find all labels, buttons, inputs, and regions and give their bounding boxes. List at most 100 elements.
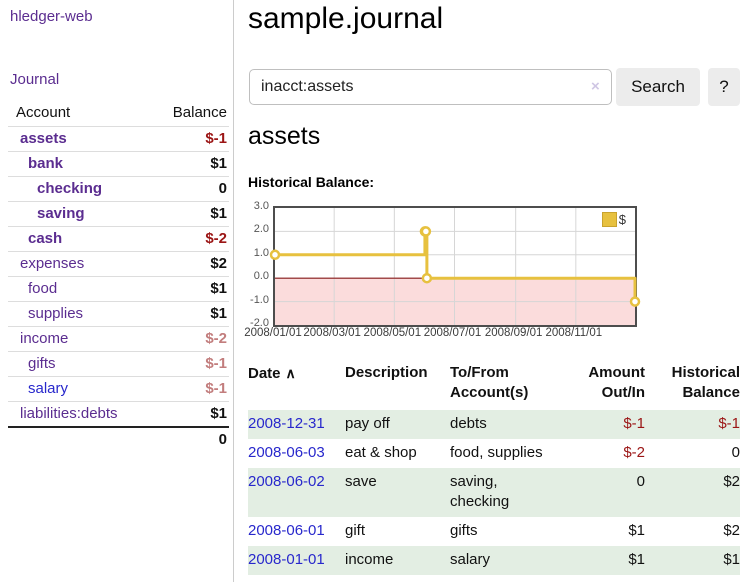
chart-title: Historical Balance: xyxy=(248,174,375,190)
column-header-balance: Historical Balance xyxy=(671,364,740,401)
account-link-salary[interactable]: salary xyxy=(28,380,69,397)
account-link-assets[interactable]: assets xyxy=(20,130,67,147)
account-row: bank $1 xyxy=(8,151,229,177)
transaction-description: gift xyxy=(345,522,366,539)
transaction-date-link[interactable]: 2008-01-01 xyxy=(248,551,325,568)
clear-search-icon[interactable]: × xyxy=(591,78,600,95)
x-axis-tick-label: 2008/05/01 xyxy=(363,327,422,339)
x-axis-tick-label: 2008/09/01 xyxy=(484,327,543,339)
account-link-gifts[interactable]: gifts xyxy=(28,355,56,372)
legend-swatch-icon xyxy=(601,212,617,227)
y-axis-tick-label: 2.0 xyxy=(253,223,269,236)
x-axis-tick-label: 2008/03/01 xyxy=(303,327,361,339)
account-balance: $1 xyxy=(147,276,229,302)
transactions-header-row: Date ∧ Description To/From Account(s) Amo… xyxy=(248,362,740,410)
search-button[interactable]: Search xyxy=(616,68,700,106)
account-balance: 0 xyxy=(147,176,229,202)
y-axis-tick-label: -2.0 xyxy=(250,317,269,329)
transaction-accounts: salary xyxy=(450,546,585,575)
data-point-marker[interactable] xyxy=(420,226,432,237)
chart-canvas xyxy=(269,208,641,325)
account-row: income $-2 xyxy=(8,326,229,352)
date-header-label: Date xyxy=(248,365,281,382)
sort-asc-icon: ∧ xyxy=(285,365,296,381)
account-heading: assets xyxy=(248,122,321,150)
column-header-accounts: To/From Account(s) xyxy=(450,364,529,401)
transaction-row[interactable]: 2008-01-01 income salary $1 $1 xyxy=(248,546,740,575)
transaction-description: save xyxy=(345,468,450,517)
accounts-header-account: Account xyxy=(8,100,148,127)
y-axis-tick-label: 1.0 xyxy=(253,246,269,259)
account-link-supplies[interactable]: supplies xyxy=(28,305,84,322)
account-row: expenses $2 xyxy=(8,251,229,277)
data-point-marker[interactable] xyxy=(629,296,641,307)
account-row: liabilities:debts $1 xyxy=(8,401,229,428)
account-row: salary $-1 xyxy=(8,376,229,402)
account-row: assets $-1 xyxy=(8,126,229,152)
app-title-link[interactable]: hledger-web xyxy=(10,8,93,25)
transaction-date-link[interactable]: 2008-06-01 xyxy=(248,522,325,539)
account-link-bank[interactable]: bank xyxy=(28,155,64,172)
account-row: checking 0 xyxy=(8,176,229,202)
transaction-accounts: gifts xyxy=(450,522,478,539)
transaction-accounts: food, supplies xyxy=(450,444,543,461)
transaction-date-link[interactable]: 2008-06-03 xyxy=(248,444,325,461)
account-balance: $-2 xyxy=(147,326,229,352)
account-link-checking[interactable]: checking xyxy=(37,180,103,197)
transactions-table: Date ∧ Description To/From Account(s) Amo… xyxy=(248,362,740,575)
data-point-marker[interactable] xyxy=(421,272,433,284)
transaction-amount: $1 xyxy=(628,522,645,539)
account-balance: $-2 xyxy=(147,226,229,252)
transaction-row[interactable]: 2008-06-03 eat & shop food, supplies $-2 0 xyxy=(248,439,740,468)
account-row: cash $-2 xyxy=(8,226,229,252)
account-balance: $1 xyxy=(147,401,229,428)
column-header-amount: Amount Out/In xyxy=(588,364,645,401)
account-balance: $2 xyxy=(147,251,229,277)
account-link-liabilities-debts[interactable]: liabilities:debts xyxy=(20,405,118,422)
transaction-description: income xyxy=(345,546,450,575)
account-link-food[interactable]: food xyxy=(28,280,58,297)
sidebar-divider xyxy=(233,0,234,582)
column-header-description: Description xyxy=(345,364,428,381)
transaction-balance: $-1 xyxy=(645,410,740,439)
transaction-date-link[interactable]: 2008-06-02 xyxy=(248,473,325,490)
transaction-row[interactable]: 2008-06-02 save saving, checking 0 $2 xyxy=(248,468,740,517)
transaction-row[interactable]: 2008-12-31 pay off debts $-1 $-1 xyxy=(248,410,740,439)
search-input[interactable] xyxy=(249,69,612,105)
transaction-amount: $-2 xyxy=(623,444,645,461)
transaction-accounts: debts xyxy=(450,410,585,439)
help-button[interactable]: ? xyxy=(708,68,740,106)
transaction-balance: $1 xyxy=(645,546,740,575)
account-row: food $1 xyxy=(8,276,229,302)
accounts-header-row: Account Balance xyxy=(8,100,229,127)
sidebar-item-journal[interactable]: Journal xyxy=(10,71,60,88)
legend-label: $ xyxy=(618,212,626,227)
account-balance: $1 xyxy=(147,201,229,227)
accounts-table: Account Balance assets $-1 bank $1 checking 0… xyxy=(8,100,229,452)
transaction-date-link[interactable]: 2008-12-31 xyxy=(248,415,325,432)
transaction-amount: $-1 xyxy=(585,410,645,439)
data-point-marker[interactable] xyxy=(269,249,281,261)
balance-chart[interactable]: $ xyxy=(269,206,641,327)
accounts-total-spacer xyxy=(8,427,147,452)
transaction-balance: $2 xyxy=(723,522,740,539)
account-balance: $-1 xyxy=(147,376,229,402)
x-axis-tick-label: 2008/11/01 xyxy=(545,327,603,339)
account-link-cash[interactable]: cash xyxy=(28,230,63,247)
transaction-row[interactable]: 2008-06-01 gift gifts $1 $2 xyxy=(248,517,740,546)
page-title: sample.journal xyxy=(248,2,444,35)
account-link-expenses[interactable]: expenses xyxy=(20,255,85,272)
transaction-description: pay off xyxy=(345,410,450,439)
y-axis-tick-label: -1.0 xyxy=(250,293,269,306)
chart-legend: $ xyxy=(601,212,626,227)
y-axis-tick-label: 3.0 xyxy=(253,200,269,212)
account-link-income[interactable]: income xyxy=(20,330,69,347)
accounts-header-balance: Balance xyxy=(147,100,229,127)
accounts-total-row: 0 xyxy=(8,427,229,452)
account-link-saving[interactable]: saving xyxy=(37,205,85,222)
account-balance: $1 xyxy=(147,301,229,327)
x-axis-tick-label: 2008/07/01 xyxy=(423,327,482,339)
transaction-balance: $2 xyxy=(645,468,740,517)
transaction-description: eat & shop xyxy=(345,444,417,461)
column-header-date[interactable]: Date ∧ xyxy=(248,362,345,410)
